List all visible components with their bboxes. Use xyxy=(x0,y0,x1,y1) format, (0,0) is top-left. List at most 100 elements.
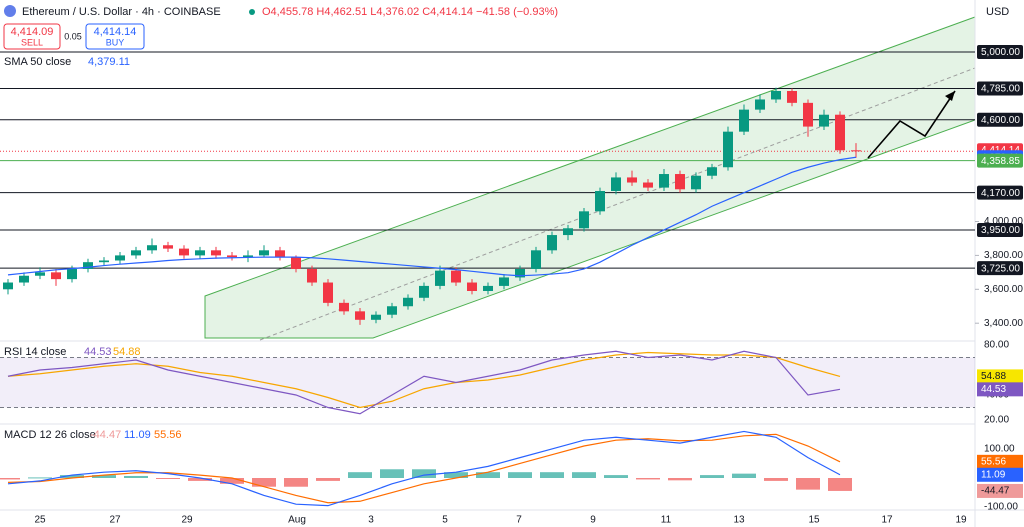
sell-button[interactable] xyxy=(3,23,61,50)
candle-body xyxy=(147,245,157,251)
macd-hist xyxy=(764,478,788,481)
time-label: 7 xyxy=(516,515,522,526)
macd-hist xyxy=(188,478,212,481)
time-label: 25 xyxy=(34,515,46,526)
macd-hist xyxy=(732,473,756,478)
candle-body xyxy=(515,268,525,278)
sma-value: 4,379.11 xyxy=(88,56,130,68)
candle-body xyxy=(19,275,29,283)
candle-body xyxy=(691,175,701,190)
macd-hist xyxy=(380,469,404,478)
arrow-head xyxy=(945,91,955,101)
candle-body xyxy=(835,114,845,151)
time-label: 3 xyxy=(368,515,374,526)
rsi-value: 44.53 xyxy=(84,346,112,358)
rsi-axis: 44.53 xyxy=(981,384,1006,395)
sma-line xyxy=(7,156,857,277)
candle-body xyxy=(579,211,589,229)
macd-tick: 100.00 xyxy=(984,444,1015,455)
rsi-legend: RSI 14 close xyxy=(4,346,66,358)
macd-axis-label: -44.47 xyxy=(981,486,1010,497)
macd-hist xyxy=(668,478,692,481)
candle-body xyxy=(771,90,781,100)
macd-legend: MACD 12 26 close xyxy=(4,429,96,441)
buy-price: 4,414.14 xyxy=(94,26,137,38)
candle-body xyxy=(275,250,285,258)
level-box xyxy=(977,222,1023,237)
level-label: 3,950.00 xyxy=(981,225,1020,236)
candle-body xyxy=(755,99,765,110)
level-label: 3,725.00 xyxy=(981,263,1020,274)
candle-body xyxy=(819,114,829,127)
macd-signal-value: 55.56 xyxy=(154,429,182,441)
macd-hist xyxy=(156,478,180,479)
sell-price: 4,414.09 xyxy=(11,26,54,38)
macd-hist xyxy=(124,475,148,478)
candle-body xyxy=(851,150,861,152)
level-box xyxy=(977,81,1023,96)
level-label: 4,785.00 xyxy=(981,84,1020,95)
rsi-tick: 80.00 xyxy=(984,340,1009,351)
candle-body xyxy=(403,297,413,307)
time-label: 13 xyxy=(733,515,745,526)
level-box xyxy=(977,45,1023,59)
time-label: 29 xyxy=(181,515,193,526)
rsi-ma-axis: 54.88 xyxy=(981,371,1006,382)
macd-hist xyxy=(444,472,468,478)
macd-signal-line xyxy=(7,433,841,504)
candle-body xyxy=(227,255,237,258)
candle-body xyxy=(195,250,205,256)
candle-body xyxy=(243,255,253,258)
symbol-title: Ethereum / U.S. Dollar · 4h · COINBASE xyxy=(22,6,221,18)
time-label: 9 xyxy=(590,515,596,526)
candle-body xyxy=(179,248,189,256)
status-dot xyxy=(249,9,255,15)
candle-body xyxy=(99,260,109,263)
time-label: Aug xyxy=(288,515,306,526)
candle-body xyxy=(35,272,45,276)
macd-hist xyxy=(348,472,372,478)
candle-body xyxy=(499,277,509,286)
time-label: 17 xyxy=(881,515,893,526)
sell-label: SELL xyxy=(21,37,43,47)
channel xyxy=(204,16,976,339)
candle-body xyxy=(451,270,461,283)
macd-hist xyxy=(316,478,340,481)
candle-body xyxy=(723,131,733,168)
macd-hist xyxy=(60,475,84,478)
macd-hist-value: -44.47 xyxy=(90,429,121,441)
level-box xyxy=(977,261,1023,276)
candle-body xyxy=(291,257,301,269)
macd-hist xyxy=(604,475,628,478)
spread: 0.05 xyxy=(64,31,82,41)
macd-hist xyxy=(572,472,596,478)
macd-line xyxy=(7,430,841,507)
candle-body xyxy=(675,174,685,190)
time-label: 11 xyxy=(661,515,672,526)
buy-button[interactable] xyxy=(85,23,145,50)
price-tick-label: 3,400.00 xyxy=(984,318,1023,329)
channel-mid xyxy=(259,67,976,341)
candle-body xyxy=(259,250,269,256)
macd-hist xyxy=(508,472,532,478)
macd-tick: -100.00 xyxy=(984,502,1018,513)
rsi-tick: 20.00 xyxy=(984,415,1009,426)
candle-body xyxy=(355,311,365,320)
candle-body xyxy=(659,174,669,188)
price-tick-label: 4,000.00 xyxy=(984,216,1023,227)
candle-body xyxy=(339,302,349,312)
candle-body xyxy=(627,177,637,183)
macd-hist xyxy=(284,478,308,487)
level-box xyxy=(977,112,1023,127)
candle-body xyxy=(803,102,813,127)
macd-hist xyxy=(540,472,564,478)
macd-hist xyxy=(220,478,244,484)
macd-hist xyxy=(412,469,436,478)
candle-body xyxy=(115,255,125,261)
macd-hist xyxy=(28,477,52,479)
level-label: 4,170.00 xyxy=(981,188,1020,199)
time-label: 15 xyxy=(808,515,820,526)
candle-body xyxy=(307,268,317,283)
macd-axis-box xyxy=(977,454,1023,469)
candle-body xyxy=(3,282,13,290)
